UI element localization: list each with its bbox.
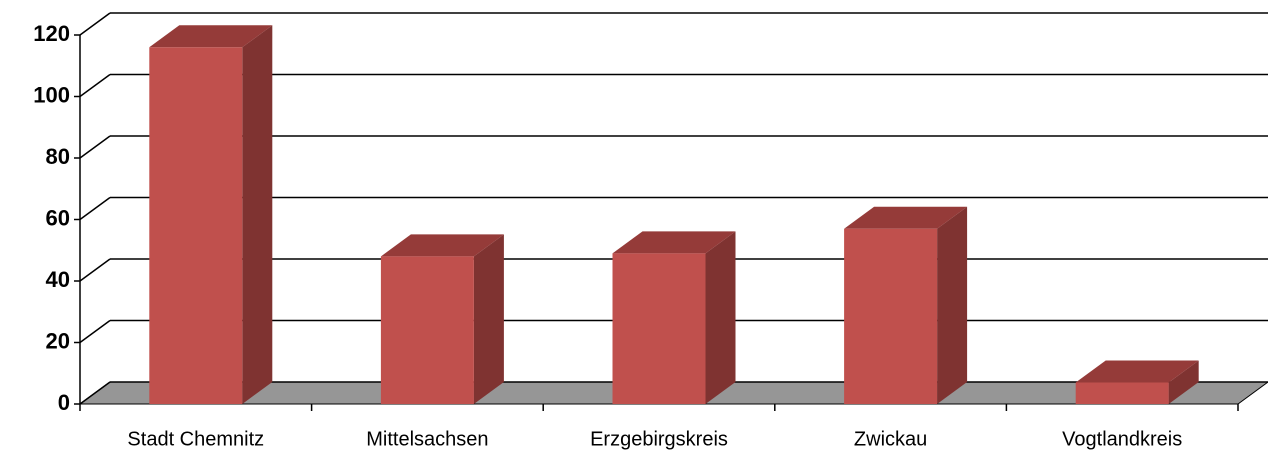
- x-tick-label: Erzgebirgskreis: [590, 428, 728, 450]
- x-tick-label: Vogtlandkreis: [1062, 428, 1182, 450]
- bar-front: [612, 253, 706, 404]
- side-grid-line: [79, 135, 111, 159]
- y-tick-label: 20: [46, 328, 70, 353]
- side-grid-line: [79, 196, 111, 221]
- y-tick-label: 120: [33, 21, 70, 46]
- y-tick-label: 100: [33, 82, 70, 107]
- bar-side: [937, 206, 968, 404]
- bar-front: [1075, 382, 1169, 404]
- bar-top: [844, 206, 968, 229]
- y-tick-label: 60: [46, 205, 70, 230]
- side-grid-line: [79, 381, 111, 405]
- side-grid-line: [79, 12, 111, 36]
- x-tick-label: Stadt Chemnitz: [127, 428, 264, 450]
- bar-side: [1168, 360, 1199, 404]
- bar-side: [705, 231, 736, 404]
- y-tick-label: 0: [58, 390, 70, 415]
- bar-side: [242, 25, 273, 405]
- bar-side: [473, 234, 504, 404]
- side-grid-line: [79, 319, 111, 344]
- side-grid-line: [79, 73, 111, 98]
- y-tick-label: 80: [46, 144, 70, 169]
- bar: [380, 234, 504, 404]
- y-tick-label: 40: [46, 267, 70, 292]
- bar: [612, 231, 736, 404]
- bar-front: [149, 47, 243, 405]
- bar-top: [380, 234, 504, 257]
- bar-top: [612, 231, 736, 254]
- bar-top: [1075, 360, 1199, 383]
- bar-top: [149, 25, 273, 48]
- x-tick-label: Zwickau: [854, 428, 927, 450]
- bar: [844, 206, 968, 404]
- x-tick-label: Mittelsachsen: [366, 428, 488, 450]
- bar: [149, 25, 273, 405]
- bar-front: [844, 228, 938, 404]
- bar: [1075, 360, 1199, 404]
- bar-front: [380, 256, 474, 404]
- side-grid-line: [79, 258, 111, 282]
